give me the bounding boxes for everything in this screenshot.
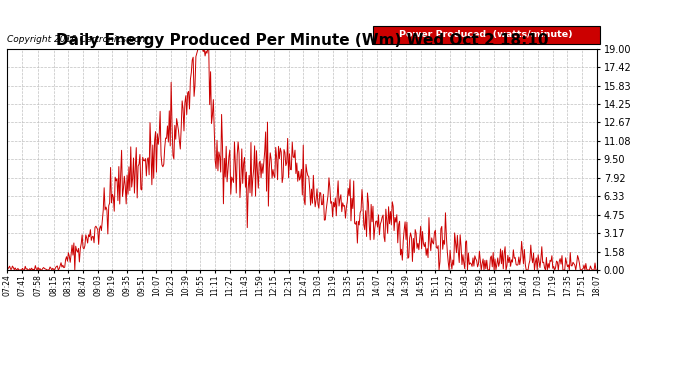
Text: Power Produced  (watts/minute): Power Produced (watts/minute) [400, 30, 573, 39]
Bar [373, 26, 600, 44]
Title: Daily Energy Produced Per Minute (Wm) Wed Oct 2 18:10: Daily Energy Produced Per Minute (Wm) We… [56, 33, 548, 48]
Text: Copyright 2019 Cartronics.com: Copyright 2019 Cartronics.com [7, 35, 148, 44]
